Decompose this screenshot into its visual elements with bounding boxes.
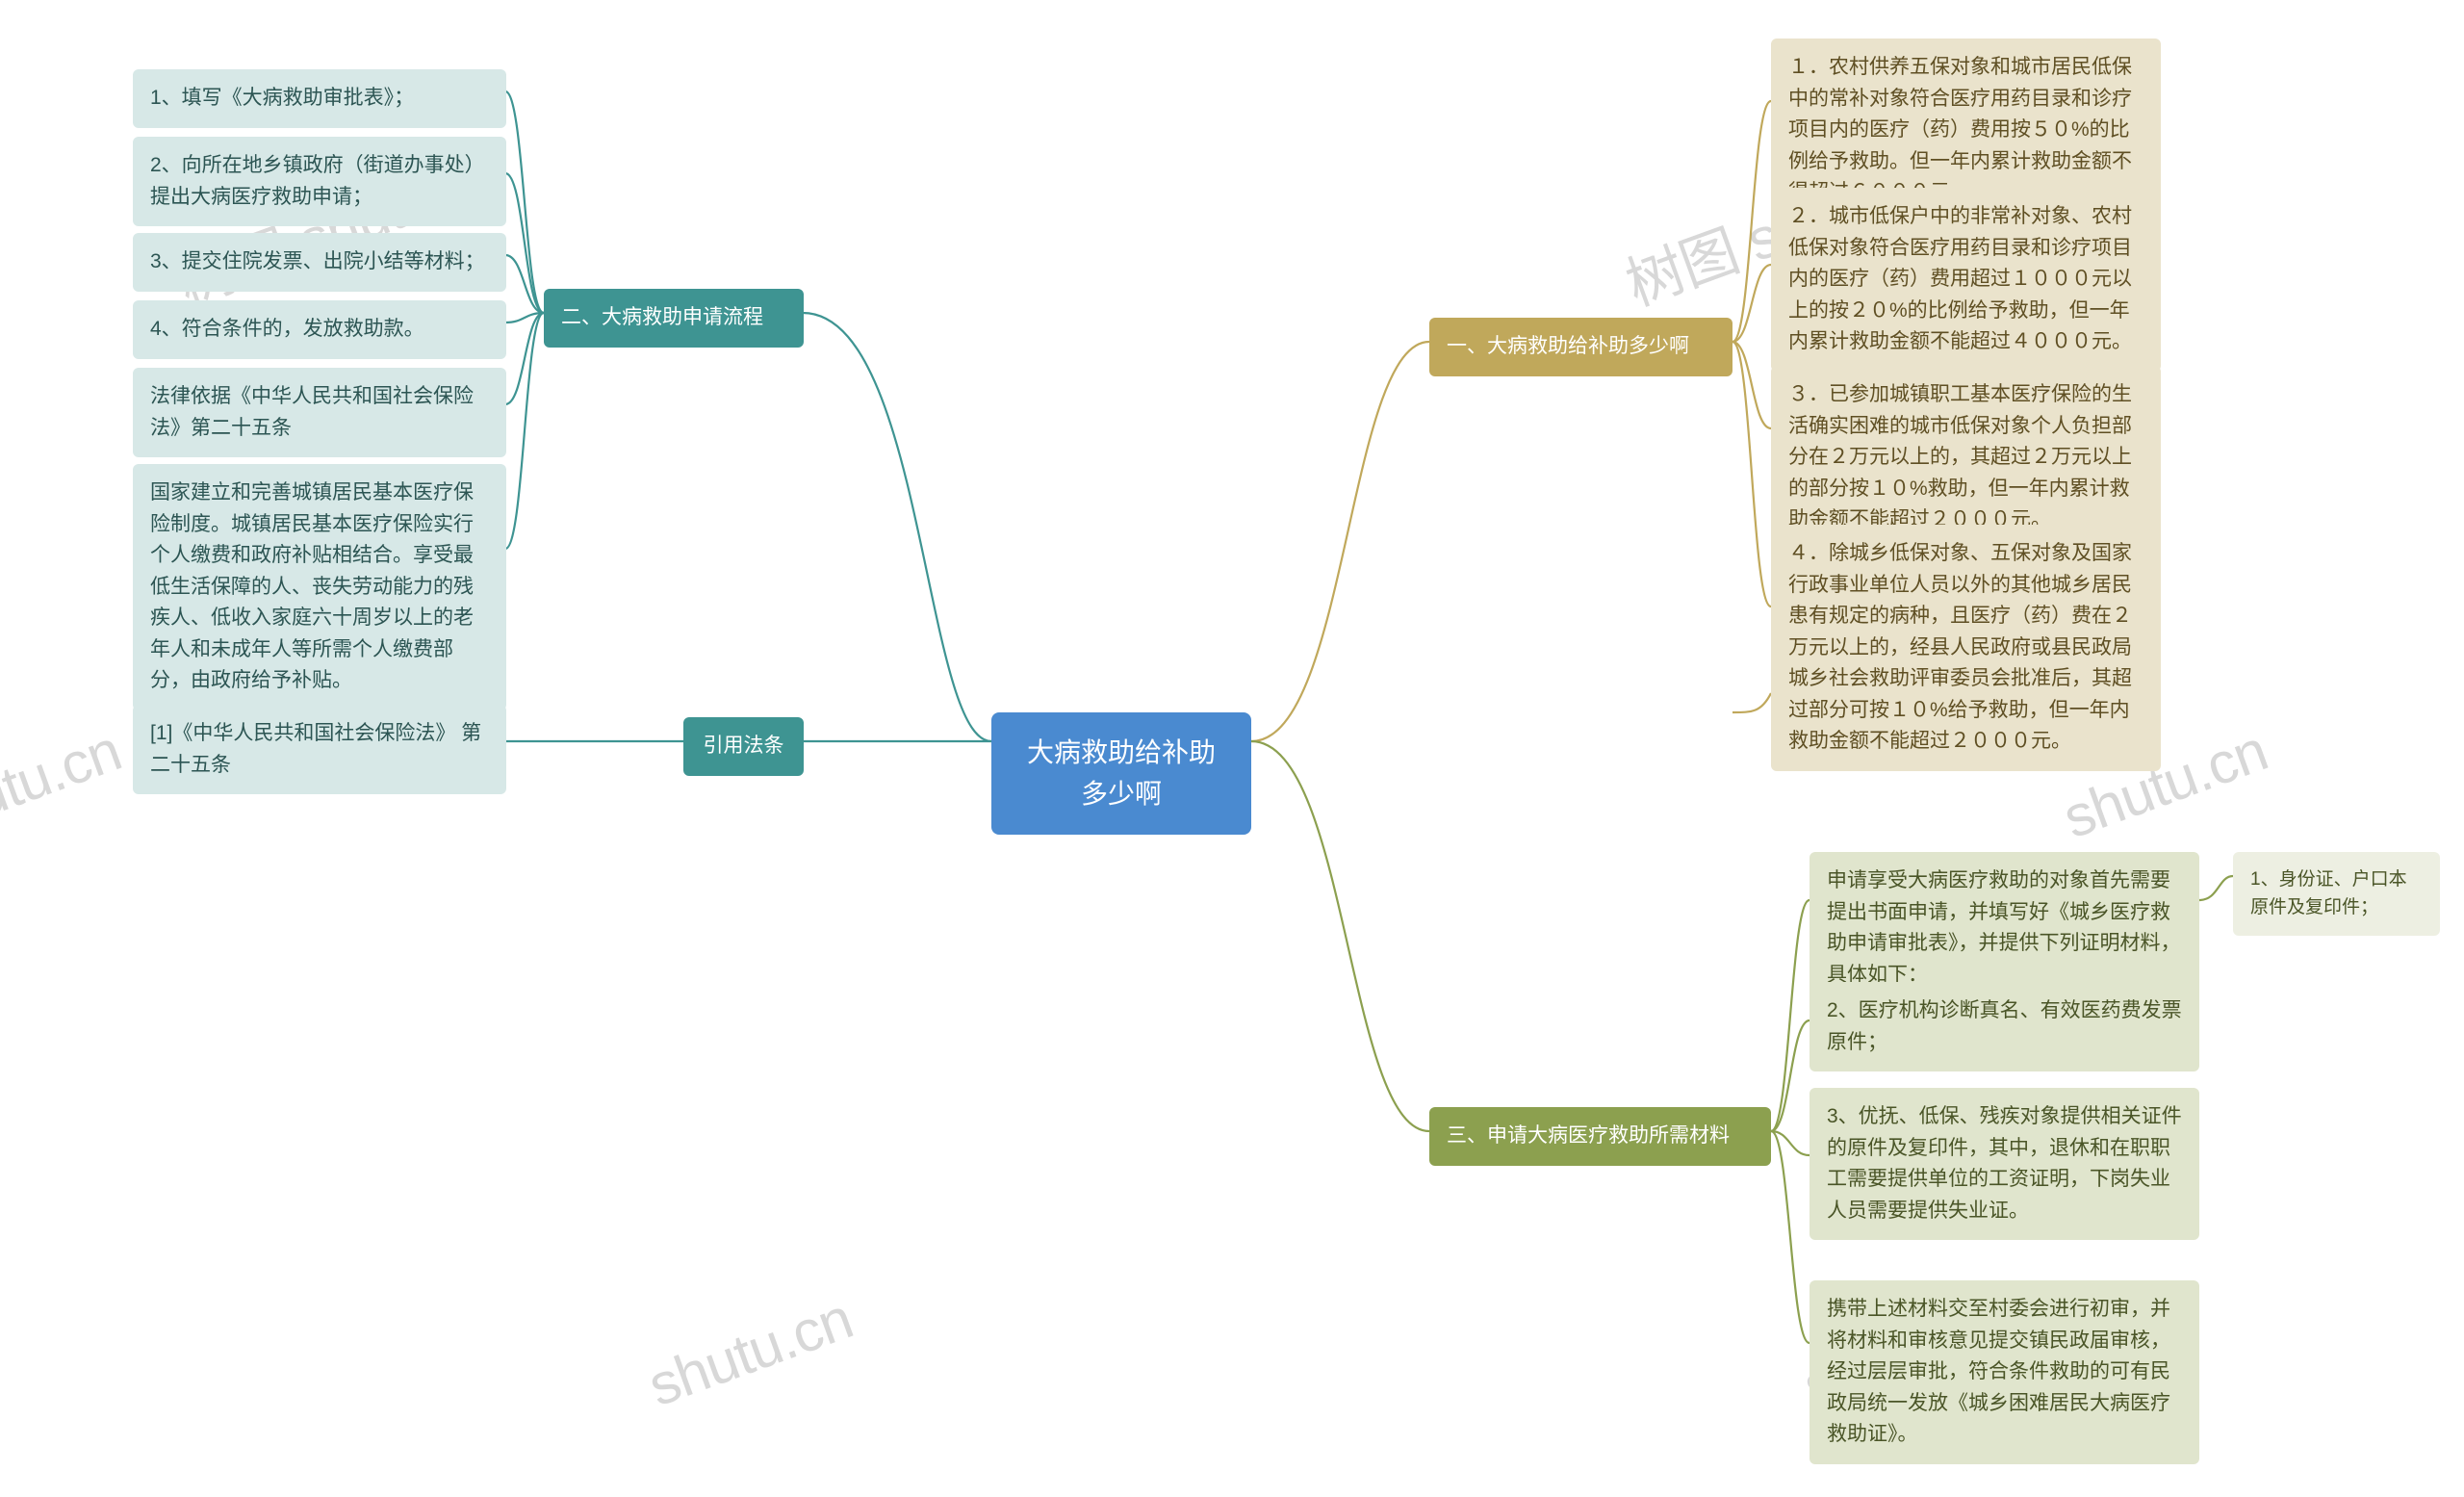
leaf-b1-2: ２．城市低保户中的非常补对象、农村低保对象符合医疗用药目录和诊疗项目内的医疗（药… (1771, 188, 2161, 372)
leaf-b1-3: ３．已参加城镇职工基本医疗保险的生活确实困难的城市低保对象个人负担部分在２万元以… (1771, 366, 2161, 550)
leaf-cite-1: [1]《中华人民共和国社会保险法》 第二十五条 (133, 705, 506, 794)
leaf-b1-4: ４．除城乡低保对象、五保对象及国家行政事业单位人员以外的其他城乡居民患有规定的病… (1771, 525, 2161, 771)
leaf-b3-sub: 1、身份证、户口本原件及复印件； (2233, 852, 2440, 936)
leaf-b2-4: 4、符合条件的，发放救助款。 (133, 300, 506, 359)
branch-cite: 引用法条 (683, 717, 804, 776)
leaf-b2-5: 法律依据《中华人民共和国社会保险法》第二十五条 (133, 368, 506, 457)
branch-materials: 三、申请大病医疗救助所需材料 (1429, 1107, 1771, 1166)
leaf-b2-2: 2、向所在地乡镇政府（街道办事处）提出大病医疗救助申请； (133, 137, 506, 226)
leaf-b3-3: 3、优抚、低保、残疾对象提供相关证件的原件及复印件，其中，退休和在职职工需要提供… (1810, 1088, 2199, 1240)
branch-process: 二、大病救助申请流程 (544, 289, 804, 348)
leaf-b2-6: 国家建立和完善城镇居民基本医疗保险制度。城镇居民基本医疗保险实行个人缴费和政府补… (133, 464, 506, 710)
leaf-b3-2: 2、医疗机构诊断真名、有效医药费发票原件； (1810, 982, 2199, 1071)
root-node: 大病救助给补助多少啊 (991, 712, 1251, 835)
leaf-b2-1: 1、填写《大病救助审批表》； (133, 69, 506, 128)
leaf-b3-4: 携带上述材料交至村委会进行初审，并将材料和审核意见提交镇民政届审核，经过层层审批… (1810, 1280, 2199, 1464)
leaf-b2-3: 3、提交住院发票、出院小结等材料； (133, 233, 506, 292)
branch-amount: 一、大病救助给补助多少啊 (1429, 318, 1732, 376)
